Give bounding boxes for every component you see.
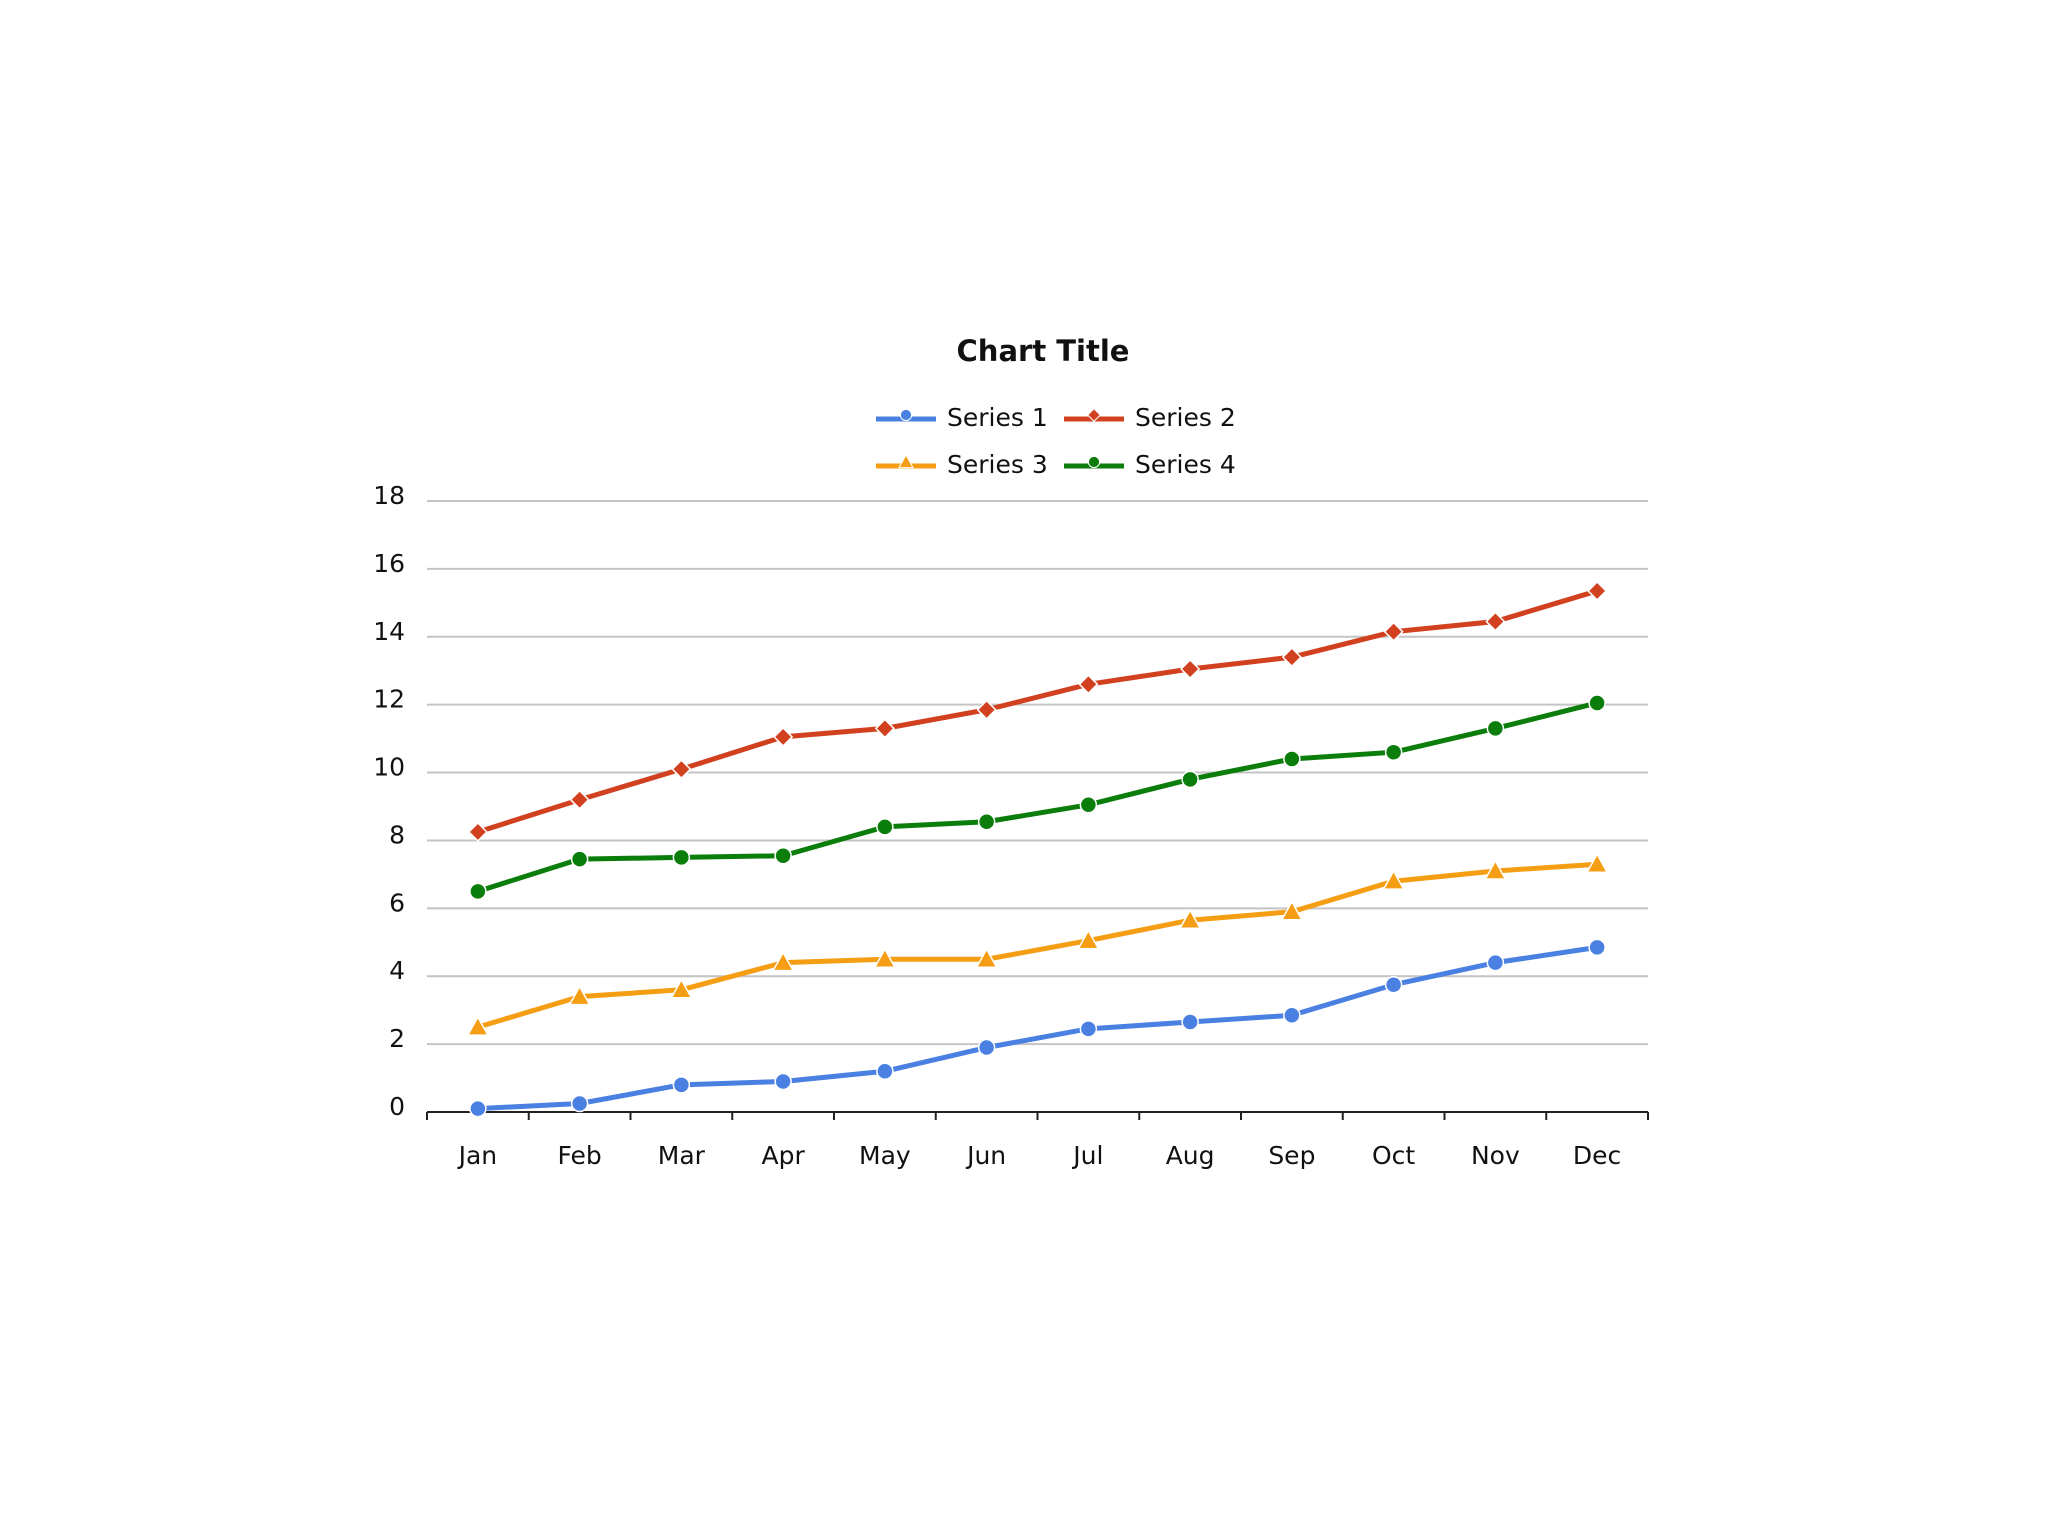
data-point <box>977 813 996 831</box>
data-point <box>771 951 795 972</box>
x-tick-label: Mar <box>658 1141 706 1170</box>
data-point <box>467 821 488 843</box>
data-point <box>1585 852 1609 873</box>
legend-label: Series 3 <box>947 450 1048 479</box>
data-point <box>876 1062 894 1081</box>
data-point <box>976 699 997 720</box>
data-point <box>1180 658 1201 680</box>
data-point <box>469 882 487 901</box>
data-point <box>873 947 897 968</box>
data-point <box>672 1076 691 1094</box>
y-tick-label: 2 <box>389 1024 405 1053</box>
legend-label: Series 4 <box>1135 450 1236 479</box>
data-point <box>773 726 794 747</box>
y-tick-label: 6 <box>389 888 405 917</box>
data-point <box>1384 975 1403 994</box>
x-tick-label: Oct <box>1372 1141 1415 1170</box>
y-tick-label: 18 <box>373 481 405 510</box>
data-point <box>1588 694 1606 712</box>
data-point <box>671 759 692 780</box>
legend-marker <box>899 408 913 422</box>
legend-marker <box>898 453 914 469</box>
legend-label: Series 2 <box>1135 403 1236 432</box>
x-tick-label: Jul <box>1071 1141 1103 1170</box>
data-point <box>1384 743 1403 761</box>
data-point <box>1079 796 1098 814</box>
x-tick-label: Jun <box>965 1141 1006 1170</box>
data-point <box>568 985 591 1006</box>
chart-title: Chart Title <box>957 334 1130 368</box>
data-point <box>1077 929 1100 950</box>
data-point <box>874 718 895 739</box>
data-point <box>570 850 589 868</box>
y-tick-label: 0 <box>389 1092 405 1121</box>
data-point <box>774 846 792 865</box>
data-point <box>1178 908 1202 929</box>
data-point <box>1181 770 1199 789</box>
legend-label: Series 1 <box>947 403 1048 432</box>
y-tick-label: 14 <box>373 617 405 646</box>
x-tick-label: Feb <box>557 1141 601 1170</box>
series-line <box>477 861 1598 1030</box>
data-point <box>1485 611 1506 632</box>
data-point <box>1181 1013 1199 1031</box>
data-point <box>1486 953 1505 972</box>
data-point <box>1383 621 1404 642</box>
data-point <box>469 1099 487 1118</box>
series-line <box>477 944 1598 1112</box>
series-line <box>477 700 1598 894</box>
data-point <box>1280 900 1304 921</box>
series-line <box>477 588 1598 835</box>
data-point <box>977 1038 996 1057</box>
y-tick-label: 16 <box>373 549 405 578</box>
data-point <box>1079 1020 1098 1038</box>
y-tick-label: 12 <box>373 685 405 714</box>
data-point <box>975 947 998 968</box>
data-point <box>670 978 693 999</box>
x-tick-label: Aug <box>1166 1141 1215 1170</box>
legend-marker <box>1087 455 1101 469</box>
x-tick-label: Jan <box>457 1141 498 1170</box>
data-point <box>672 848 691 867</box>
legend-marker <box>1086 407 1102 423</box>
y-tick-label: 8 <box>389 820 405 849</box>
data-point <box>1486 719 1505 738</box>
x-tick-label: Apr <box>762 1141 806 1170</box>
x-tick-label: Dec <box>1573 1141 1621 1170</box>
data-point <box>1382 869 1405 890</box>
y-tick-label: 10 <box>373 753 405 782</box>
data-point <box>1283 750 1301 768</box>
data-point <box>1588 938 1606 957</box>
data-point <box>1281 647 1302 668</box>
data-point <box>876 818 894 836</box>
y-tick-label: 4 <box>389 956 405 985</box>
x-tick-label: Nov <box>1471 1141 1520 1170</box>
data-point <box>466 1015 490 1036</box>
data-point <box>774 1072 792 1091</box>
data-point <box>569 789 590 810</box>
data-point <box>1587 580 1608 602</box>
x-tick-label: Sep <box>1268 1141 1315 1170</box>
data-point <box>1283 1006 1301 1025</box>
data-point <box>1484 859 1507 880</box>
data-point <box>570 1094 589 1113</box>
x-tick-label: May <box>859 1141 911 1170</box>
data-point <box>1078 674 1099 695</box>
